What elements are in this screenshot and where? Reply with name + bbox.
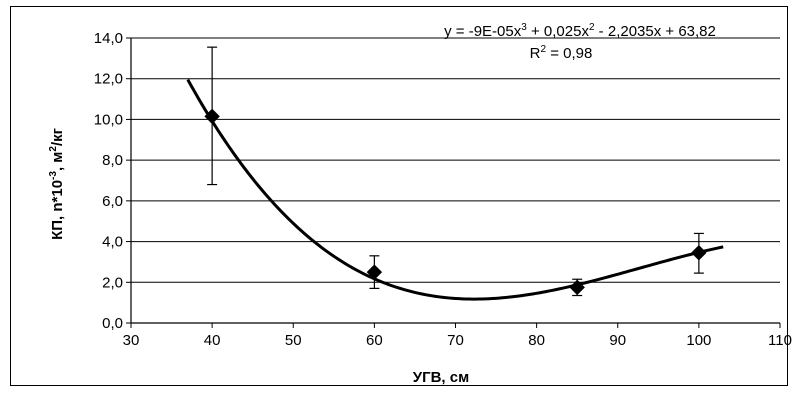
y-tick-label: 8,0	[102, 152, 123, 169]
label-layer: y = -9E-05x3 + 0,025x2 - 2,2035x + 63,82…	[48, 22, 716, 386]
x-tick-label: 110	[768, 332, 792, 349]
x-tick-label: 80	[528, 332, 545, 349]
y-tick-label: 4,0	[102, 234, 123, 251]
x-tick-label: 40	[204, 332, 221, 349]
y-tick-label: 10,0	[94, 111, 123, 128]
data-point-1	[204, 108, 220, 125]
y-tick-label: 12,0	[94, 71, 123, 88]
data-point-2	[366, 264, 383, 280]
y-axis-label: КП, n*10-3, м2/кг	[48, 128, 66, 240]
y-tick-label: 2,0	[102, 274, 123, 291]
x-tick-label: 60	[366, 332, 383, 349]
x-tick-label: 50	[285, 332, 302, 349]
x-axis-label: УГВ, см	[413, 369, 469, 386]
chart-frame	[10, 6, 788, 386]
grid-layer	[131, 37, 780, 283]
x-tick-label: 100	[686, 332, 711, 349]
trendline-r2: R2 = 0,98	[530, 44, 593, 62]
y-tick-label: 0,0	[102, 315, 123, 332]
x-tick-label: 90	[609, 332, 626, 349]
axis-layer: 0,0 2,0 4,0 6,0 8,0 10,0 12,0 14,0 30 40 50 60 70 80 9…	[94, 30, 792, 349]
x-tick-label: 30	[123, 332, 140, 349]
error-bar-layer	[207, 46, 704, 297]
x-tick-label: 70	[447, 332, 464, 349]
data-point-4	[691, 245, 707, 261]
y-tick-label: 6,0	[102, 193, 123, 210]
trendline-equation: y = -9E-05x3 + 0,025x2 - 2,2035x + 63,82	[444, 22, 716, 40]
trend-layer	[186, 78, 724, 301]
data-point-3	[569, 279, 585, 296]
point-layer	[204, 108, 707, 296]
trendline	[186, 78, 724, 301]
y-tick-label: 14,0	[94, 30, 123, 47]
